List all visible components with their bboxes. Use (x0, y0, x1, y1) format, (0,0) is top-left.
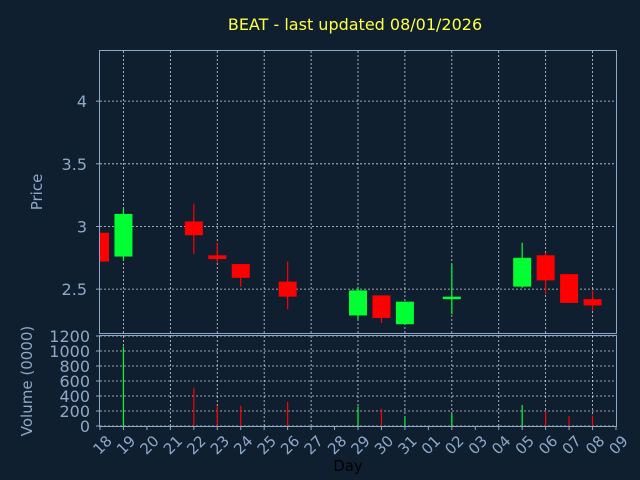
volume-tick-label: 0 (80, 417, 90, 436)
price-tick-label: 3 (77, 217, 87, 236)
price-tick-label: 4 (77, 92, 87, 111)
candle-body (560, 274, 579, 303)
candlestick (99, 232, 109, 262)
volume-tick-label: 400 (59, 387, 90, 406)
price-tick-label: 3.5 (62, 155, 87, 174)
candle-body (372, 295, 391, 318)
price-tick-labels: 2.5 3 3.5 4 (62, 92, 100, 299)
candle-body (536, 255, 555, 281)
candlestick (208, 242, 227, 263)
volume-bars (122, 346, 594, 426)
volume-plot-frame (99, 335, 617, 427)
candle-body (114, 213, 133, 257)
price-tick-label: 2.5 (62, 280, 87, 299)
candlestick (114, 208, 133, 261)
volume-tick-label: 1200 (49, 327, 90, 346)
candle-body (395, 301, 414, 325)
volume-tick-label: 600 (59, 372, 90, 391)
candlestick (583, 290, 602, 311)
candle-body (278, 281, 297, 297)
chart-title: BEAT - last updated 08/01/2026 (228, 15, 482, 34)
candlestick (184, 203, 203, 255)
price-plot-frame (99, 50, 617, 334)
candle-body (513, 257, 532, 287)
candlestick (372, 295, 391, 323)
candle-body (184, 221, 203, 236)
candlestick (536, 252, 555, 295)
volume-tick-label: 1000 (49, 342, 90, 361)
volume-tick-label: 200 (59, 402, 90, 421)
candle-body (100, 232, 109, 262)
price-grid (100, 51, 616, 333)
candle-body (583, 299, 602, 306)
candlestick (513, 242, 532, 288)
candlestick (231, 264, 250, 287)
candle-body (231, 264, 250, 278)
volume-axis-label: Volume (0000) (18, 326, 36, 436)
candlestick (442, 264, 461, 315)
candlestick (278, 261, 297, 310)
candle-body (349, 290, 367, 316)
candlestick (349, 286, 367, 320)
x-axis-label: Day (333, 457, 363, 475)
candlestick (395, 301, 414, 325)
candlesticks (99, 203, 602, 325)
price-axis-label: Price (28, 174, 46, 211)
candle-body (208, 255, 227, 260)
candlestick (560, 274, 579, 303)
candle-body (442, 296, 461, 300)
volume-tick-label: 800 (59, 357, 90, 376)
